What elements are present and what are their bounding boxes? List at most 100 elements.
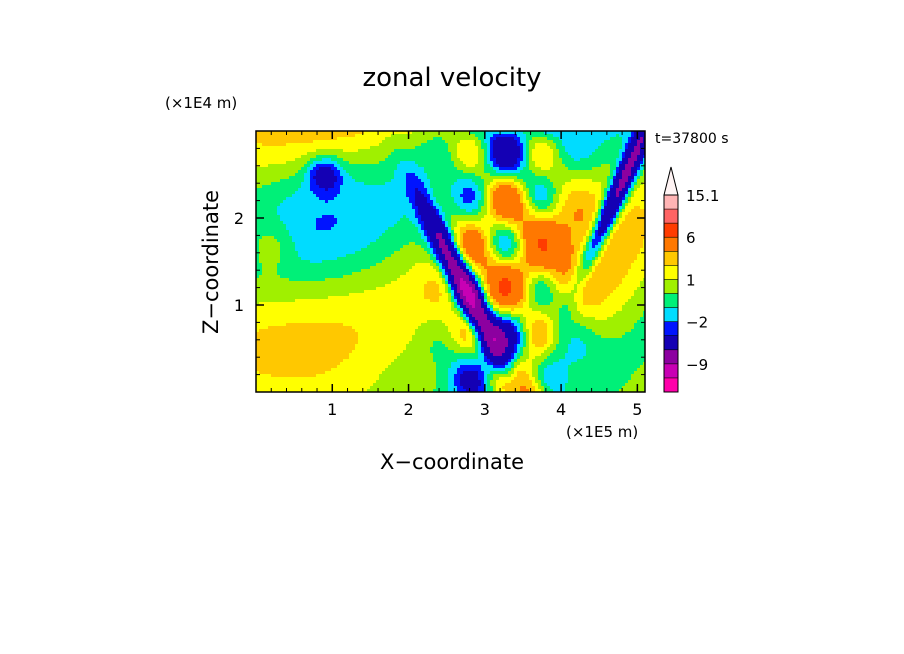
field-cell bbox=[262, 332, 266, 336]
field-cell bbox=[343, 299, 347, 303]
field-cell bbox=[412, 257, 416, 261]
field-cell bbox=[340, 155, 344, 159]
field-cell bbox=[277, 326, 281, 330]
field-cell bbox=[340, 218, 344, 222]
field-cell bbox=[277, 143, 281, 147]
field-cell bbox=[289, 281, 293, 285]
field-cell bbox=[418, 302, 422, 306]
field-cell bbox=[316, 140, 320, 144]
field-cell bbox=[310, 221, 314, 225]
field-cell bbox=[301, 254, 305, 258]
field-cell bbox=[358, 185, 362, 189]
field-cell bbox=[385, 158, 389, 162]
field-cell bbox=[268, 227, 272, 231]
field-cell bbox=[361, 215, 365, 219]
field-cell bbox=[310, 266, 314, 270]
field-cell bbox=[346, 302, 350, 306]
field-cell bbox=[280, 176, 284, 180]
field-cell bbox=[376, 359, 380, 363]
field-cell bbox=[367, 335, 371, 339]
field-cell bbox=[295, 281, 299, 285]
field-cell bbox=[262, 272, 266, 276]
field-cell bbox=[286, 374, 290, 378]
field-cell bbox=[358, 281, 362, 285]
field-cell bbox=[298, 248, 302, 252]
field-cell bbox=[421, 260, 425, 264]
field-cell bbox=[274, 281, 278, 285]
field-cell bbox=[277, 299, 281, 303]
field-cell bbox=[400, 374, 404, 378]
field-cell bbox=[412, 311, 416, 315]
field-cell bbox=[418, 347, 422, 351]
field-cell bbox=[418, 341, 422, 345]
field-cell bbox=[343, 275, 347, 279]
field-cell bbox=[280, 254, 284, 258]
field-cell bbox=[310, 383, 314, 387]
field-cell bbox=[367, 263, 371, 267]
field-cell bbox=[340, 293, 344, 297]
field-cell bbox=[349, 149, 353, 153]
field-cell bbox=[421, 167, 425, 171]
field-cell bbox=[367, 191, 371, 195]
field-cell bbox=[265, 275, 269, 279]
field-cell bbox=[301, 248, 305, 252]
field-cell bbox=[298, 266, 302, 270]
field-cell bbox=[379, 305, 383, 309]
field-cell bbox=[289, 137, 293, 141]
field-cell bbox=[364, 350, 368, 354]
field-cell bbox=[421, 191, 425, 195]
field-cell bbox=[388, 158, 392, 162]
field-cell bbox=[409, 260, 413, 264]
field-cell bbox=[349, 203, 353, 207]
field-cell bbox=[409, 158, 413, 162]
field-cell bbox=[424, 161, 428, 165]
field-cell bbox=[313, 227, 317, 231]
field-cell bbox=[331, 224, 335, 228]
field-cell bbox=[355, 164, 359, 168]
field-cell bbox=[307, 335, 311, 339]
field-cell bbox=[385, 188, 389, 192]
field-cell bbox=[328, 344, 332, 348]
field-cell bbox=[274, 191, 278, 195]
field-cell bbox=[334, 359, 338, 363]
field-cell bbox=[316, 302, 320, 306]
field-cell bbox=[283, 221, 287, 225]
field-cell bbox=[376, 284, 380, 288]
field-cell bbox=[418, 242, 422, 246]
field-cell bbox=[325, 182, 329, 186]
field-cell bbox=[382, 284, 386, 288]
field-cell bbox=[355, 218, 359, 222]
field-cell bbox=[292, 281, 296, 285]
field-cell bbox=[292, 374, 296, 378]
field-cell bbox=[268, 266, 272, 270]
field-cell bbox=[316, 242, 320, 246]
field-cell bbox=[286, 329, 290, 333]
field-cell bbox=[346, 356, 350, 360]
field-cell bbox=[259, 380, 263, 384]
field-cell bbox=[355, 215, 359, 219]
field-cell bbox=[406, 266, 410, 270]
field-cell bbox=[313, 137, 317, 141]
field-cell bbox=[286, 251, 290, 255]
field-cell bbox=[304, 152, 308, 156]
field-cell bbox=[262, 185, 266, 189]
field-cell bbox=[292, 386, 296, 390]
field-cell bbox=[328, 155, 332, 159]
field-cell bbox=[418, 293, 422, 297]
field-cell bbox=[409, 284, 413, 288]
field-cell bbox=[355, 272, 359, 276]
field-cell bbox=[412, 371, 416, 375]
field-cell bbox=[424, 224, 428, 228]
field-cell bbox=[322, 305, 326, 309]
field-cell bbox=[418, 182, 422, 186]
field-cell bbox=[355, 299, 359, 303]
field-cell bbox=[418, 161, 422, 165]
field-cell bbox=[373, 218, 377, 222]
field-cell bbox=[334, 164, 338, 168]
field-cell bbox=[403, 254, 407, 258]
field-cell bbox=[424, 212, 428, 216]
field-cell bbox=[382, 263, 386, 267]
field-cell bbox=[382, 233, 386, 237]
field-cell bbox=[370, 131, 374, 135]
field-cell bbox=[400, 281, 404, 285]
